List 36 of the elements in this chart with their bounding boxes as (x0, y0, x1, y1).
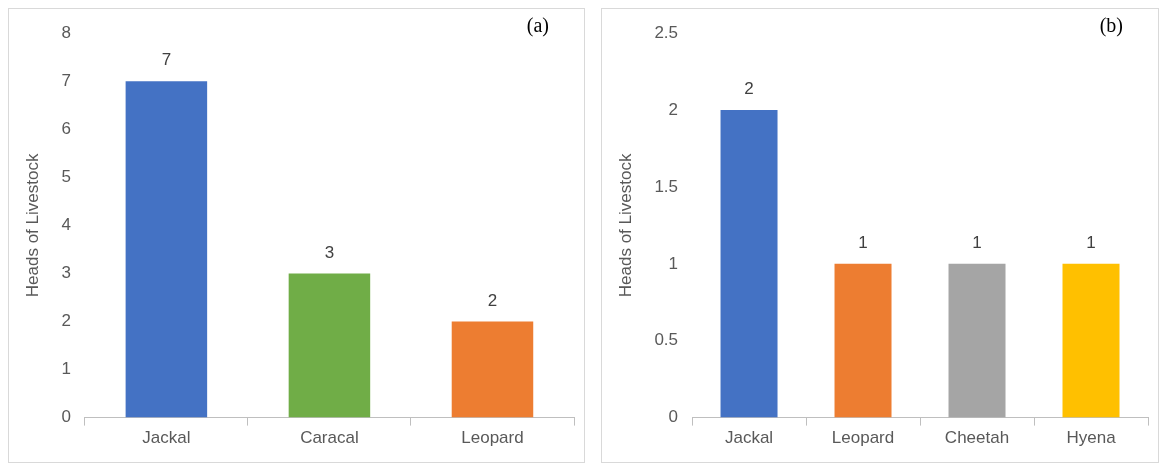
data-label: 2 (744, 79, 754, 99)
y-tick-label: 5 (61, 167, 71, 187)
y-tick-label: 1 (61, 359, 71, 379)
bar (288, 273, 371, 418)
data-label: 1 (972, 233, 982, 253)
annotation: (a) (526, 14, 549, 38)
y-tick-label: 3 (61, 263, 71, 283)
y-tick-label: 7 (61, 70, 71, 90)
x-tick-label: Caracal (300, 428, 359, 448)
y-tick-label: 0 (668, 407, 679, 427)
x-tick-label: Cheetah (944, 428, 1010, 448)
bar (451, 321, 534, 418)
bar (125, 81, 208, 418)
x-tick-label: Jackal (724, 428, 774, 448)
x-tick-label: Leopard (461, 428, 524, 448)
y-tick-label: 4 (61, 215, 71, 235)
data-label: 3 (324, 242, 335, 262)
data-label: 2 (487, 290, 498, 310)
y-tick-label: 2.5 (654, 22, 679, 42)
y-tick-label: 1.5 (654, 176, 679, 196)
data-label: 1 (858, 233, 868, 253)
y-tick-label: 0 (61, 407, 71, 427)
y-tick-label: 2 (668, 99, 679, 119)
y-tick-label: 2 (61, 311, 71, 331)
y-tick-label: 6 (61, 118, 71, 138)
x-tick-label: Leopard (831, 428, 895, 448)
y-tick-label: 0.5 (654, 330, 679, 350)
y-tick-label: 1 (668, 253, 679, 273)
y-axis-title: Heads of Livestock (615, 153, 635, 298)
y-axis-title: Heads of Livestock (22, 153, 42, 298)
x-tick-label: Jackal (142, 428, 191, 448)
data-label: 1 (1086, 233, 1096, 253)
x-tick-label: Hyena (1066, 428, 1117, 448)
data-label: 7 (161, 50, 172, 70)
annotation: (b) (1099, 14, 1123, 38)
y-tick-label: 8 (61, 22, 71, 42)
